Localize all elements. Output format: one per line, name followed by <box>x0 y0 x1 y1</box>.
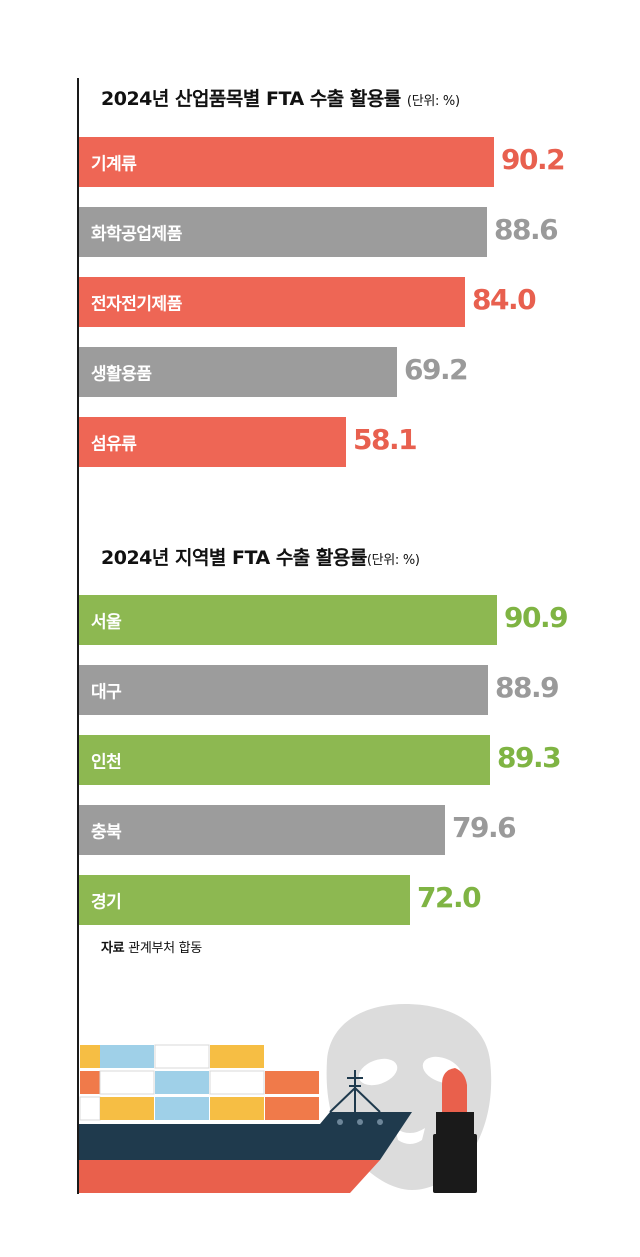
industry-bar-label-2: 전자전기제품 <box>91 294 182 315</box>
region-bar-0: 서울 <box>79 595 497 645</box>
chart-1-unit: (단위: %) <box>406 94 460 109</box>
source-text: 관계부처 합동 <box>128 941 202 956</box>
region-bar-value-2: 89.3 <box>497 741 562 774</box>
industry-bar-value-0: 90.2 <box>501 143 566 176</box>
region-bar-value-3: 79.6 <box>452 811 517 844</box>
industry-bar-2: 전자전기제품 <box>79 277 465 327</box>
region-bar-label-2: 인천 <box>91 752 122 773</box>
region-bar-1: 대구 <box>79 665 488 715</box>
chart-axis-line <box>77 78 79 1194</box>
industry-bar-value-1: 88.6 <box>494 213 559 246</box>
ship-mast <box>329 1070 381 1113</box>
industry-bar-0: 기계류 <box>79 137 494 187</box>
cargo-containers <box>79 1044 319 1121</box>
region-bar-value-4: 72.0 <box>417 881 482 914</box>
industry-bar-3: 생활용품 <box>79 347 397 397</box>
source-label: 자료 <box>101 941 125 956</box>
region-bar-label-3: 충북 <box>91 822 122 843</box>
lipstick-icon <box>433 1068 477 1193</box>
industry-bar-label-0: 기계류 <box>91 154 137 175</box>
region-bar-value-0: 90.9 <box>504 601 569 634</box>
chart-2-title: 2024년 지역별 FTA 수출 활용률(단위: %) <box>101 547 420 569</box>
region-bar-label-1: 대구 <box>91 682 122 703</box>
region-bar-2: 인천 <box>79 735 490 785</box>
industry-bar-value-3: 69.2 <box>404 353 469 386</box>
industry-bar-1: 화학공업제품 <box>79 207 487 257</box>
industry-bar-label-3: 생활용품 <box>91 364 152 385</box>
industry-bar-label-1: 화학공업제품 <box>91 224 182 245</box>
chart-1-title: 2024년 산업품목별 FTA 수출 활용률 (단위: %) <box>101 88 460 110</box>
source-note: 자료 관계부처 합동 <box>101 937 202 956</box>
industry-bar-value-2: 84.0 <box>472 283 537 316</box>
export-illustration <box>79 1004 492 1193</box>
industry-bar-value-4: 58.1 <box>353 423 418 456</box>
industry-bar-label-4: 섬유류 <box>91 434 137 455</box>
region-bar-value-1: 88.9 <box>495 671 560 704</box>
region-bar-4: 경기 <box>79 875 410 925</box>
region-bar-3: 충북 <box>79 805 445 855</box>
industry-bar-4: 섬유류 <box>79 417 346 467</box>
chart-2-unit: (단위: %) <box>366 553 420 568</box>
region-bar-label-0: 서울 <box>91 612 122 633</box>
cargo-ship-icon <box>79 1112 412 1193</box>
region-bar-label-4: 경기 <box>91 892 122 913</box>
